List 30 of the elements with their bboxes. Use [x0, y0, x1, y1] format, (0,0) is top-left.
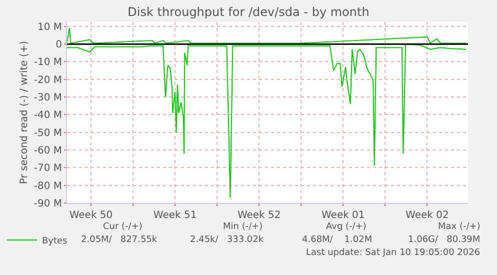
y-tick-label: 0: [56, 40, 62, 51]
text: Cur (-/+): [103, 222, 142, 232]
x-tick-label: Week 02: [406, 210, 449, 221]
text: 1.06G/ 80.39M: [408, 235, 480, 245]
legend-label: Bytes: [42, 236, 68, 247]
x-tick-label: Week 50: [69, 210, 113, 221]
y-tick-label: -70 M: [34, 163, 62, 174]
y-tick-label: -20 M: [34, 74, 62, 86]
y-tick-label: -80 M: [34, 180, 62, 192]
x-tick-label: Week 52: [237, 210, 281, 221]
text: Max (-/+): [438, 222, 480, 232]
text: 2.05M/ 827.55k: [81, 235, 158, 245]
text: Avg (-/+): [326, 222, 366, 232]
y-tick-label: -10 M: [34, 57, 62, 68]
y-tick-label: -50 M: [34, 128, 62, 139]
text: Min (-/+): [223, 222, 263, 232]
x-tick-label: Week 51: [153, 210, 197, 221]
line-series: [67, 28, 467, 44]
text: 2.45k/ 333.02k: [190, 235, 264, 245]
y-tick-label: -90 M: [34, 198, 62, 210]
y-tick-label: 10 M: [37, 22, 62, 33]
x-tick-label: Week 01: [321, 210, 365, 221]
y-tick-label: -30 M: [34, 92, 62, 104]
y-tick-label: -40 M: [34, 110, 62, 122]
text: 4.68M/ 1.02M: [302, 235, 372, 245]
text: Last update: Sat Jan 10 19:05:00 2026: [306, 248, 480, 258]
y-axis-title: Pr second read (-) / write (+): [18, 40, 30, 184]
y-tick-label: -60 M: [34, 146, 62, 157]
line-series: [67, 44, 467, 198]
chart-title: Disk throughput for /dev/sda - by month: [128, 5, 370, 20]
